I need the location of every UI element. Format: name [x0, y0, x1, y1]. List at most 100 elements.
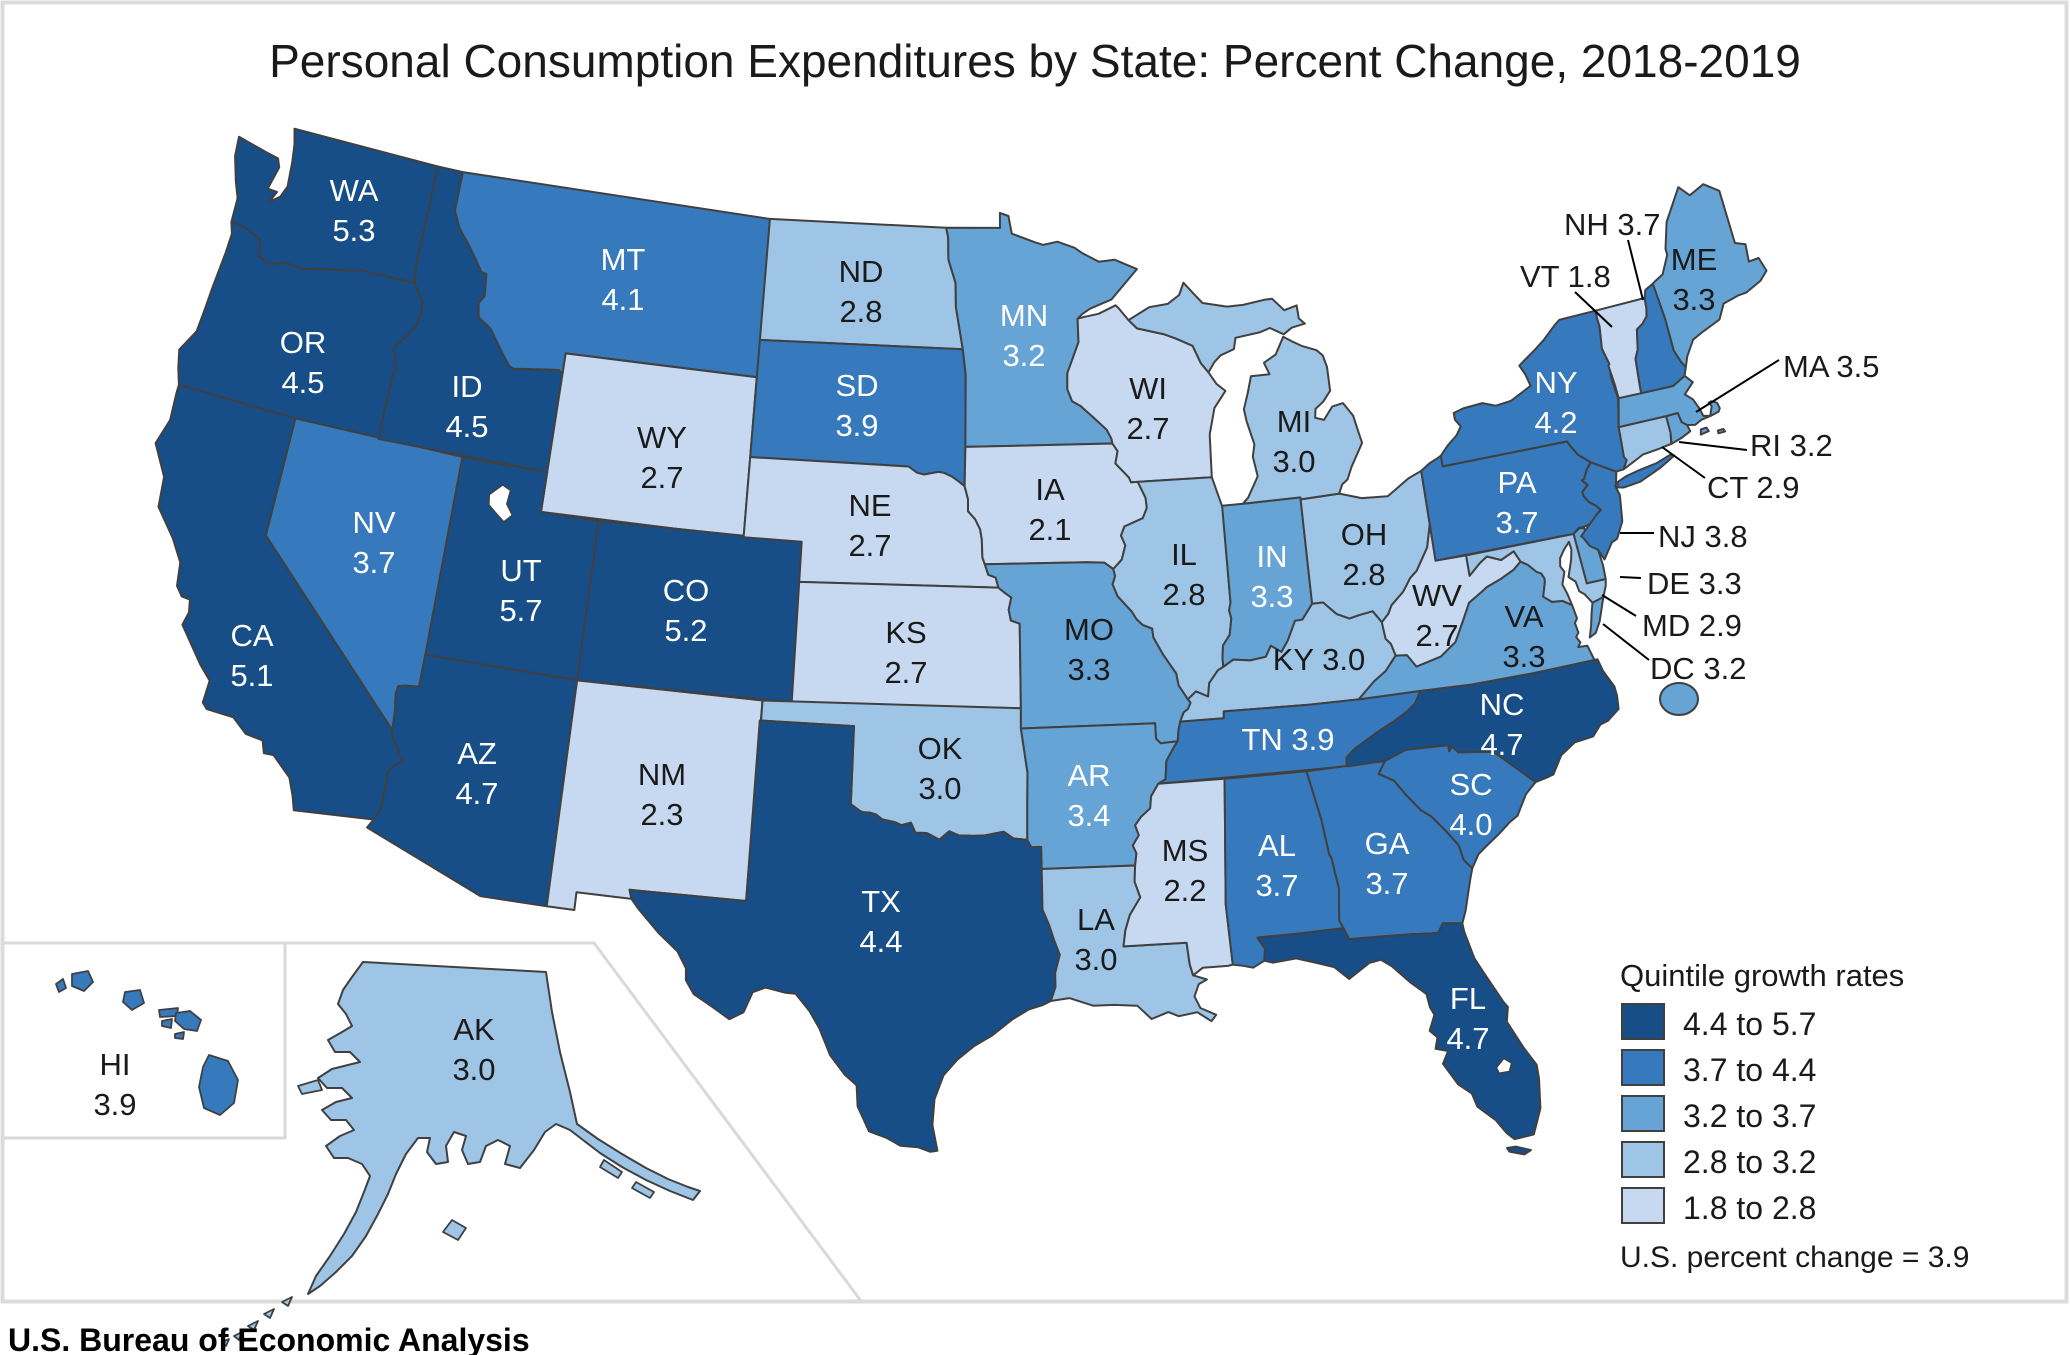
svg-text:SC: SC — [1449, 767, 1492, 802]
svg-text:2.7: 2.7 — [1126, 411, 1169, 446]
svg-text:3.7: 3.7 — [352, 545, 395, 580]
svg-text:3.7: 3.7 — [1495, 505, 1538, 540]
svg-text:4.7: 4.7 — [1480, 727, 1523, 762]
svg-text:2.7: 2.7 — [848, 528, 891, 563]
svg-text:MT: MT — [601, 242, 646, 277]
svg-text:2.8: 2.8 — [839, 294, 882, 329]
svg-text:2.8: 2.8 — [1162, 577, 1205, 612]
svg-text:3.9: 3.9 — [93, 1087, 136, 1122]
svg-text:4.0: 4.0 — [1449, 807, 1492, 842]
svg-text:5.2: 5.2 — [664, 613, 707, 648]
svg-text:MS: MS — [1162, 833, 1209, 868]
svg-text:3.3: 3.3 — [1672, 282, 1715, 317]
svg-text:NE: NE — [848, 488, 891, 523]
svg-text:DE 3.3: DE 3.3 — [1647, 566, 1742, 601]
svg-text:2.2: 2.2 — [1163, 873, 1206, 908]
svg-text:2.8 to 3.2: 2.8 to 3.2 — [1683, 1144, 1816, 1180]
svg-text:4.7: 4.7 — [455, 776, 498, 811]
svg-text:MI: MI — [1277, 404, 1311, 439]
svg-text:ID: ID — [452, 369, 483, 404]
svg-text:KS: KS — [885, 615, 926, 650]
svg-text:3.7 to 4.4: 3.7 to 4.4 — [1683, 1052, 1816, 1088]
svg-text:VT 1.8: VT 1.8 — [1520, 259, 1611, 294]
svg-text:CO: CO — [663, 573, 710, 608]
svg-text:3.0: 3.0 — [918, 771, 961, 806]
svg-text:MO: MO — [1064, 612, 1114, 647]
svg-text:3.2: 3.2 — [1002, 338, 1045, 373]
svg-text:VA: VA — [1504, 599, 1543, 634]
svg-text:OH: OH — [1341, 517, 1388, 552]
svg-text:IA: IA — [1035, 472, 1065, 507]
svg-text:WI: WI — [1129, 371, 1167, 406]
svg-text:3.7: 3.7 — [1255, 868, 1298, 903]
svg-text:AK: AK — [453, 1012, 495, 1047]
svg-text:2.1: 2.1 — [1028, 512, 1071, 547]
svg-text:3.7: 3.7 — [1365, 866, 1408, 901]
svg-text:AL: AL — [1258, 828, 1296, 863]
svg-text:TN 3.9: TN 3.9 — [1241, 722, 1334, 757]
svg-text:WY: WY — [637, 420, 687, 455]
svg-text:AR: AR — [1067, 758, 1110, 793]
svg-text:5.1: 5.1 — [230, 658, 273, 693]
svg-text:HI: HI — [100, 1047, 131, 1082]
svg-text:OK: OK — [918, 731, 963, 766]
svg-text:MN: MN — [1000, 298, 1048, 333]
svg-text:3.0: 3.0 — [1074, 942, 1117, 977]
svg-text:5.7: 5.7 — [499, 593, 542, 628]
svg-text:NV: NV — [352, 505, 395, 540]
svg-text:FL: FL — [1450, 981, 1486, 1016]
svg-text:5.3: 5.3 — [332, 213, 375, 248]
svg-text:CA: CA — [230, 618, 273, 653]
svg-text:NY: NY — [1534, 365, 1577, 400]
svg-text:3.4: 3.4 — [1067, 798, 1110, 833]
svg-text:SD: SD — [835, 368, 878, 403]
svg-text:WV: WV — [1412, 578, 1462, 613]
svg-text:AZ: AZ — [457, 736, 497, 771]
svg-text:IL: IL — [1171, 537, 1197, 572]
svg-text:4.5: 4.5 — [445, 409, 488, 444]
svg-text:PA: PA — [1497, 465, 1536, 500]
svg-text:1.8 to 2.8: 1.8 to 2.8 — [1683, 1190, 1816, 1226]
svg-text:3.3: 3.3 — [1067, 652, 1110, 687]
svg-text:3.0: 3.0 — [1272, 444, 1315, 479]
svg-text:CT 2.9: CT 2.9 — [1707, 470, 1799, 505]
svg-text:MA 3.5: MA 3.5 — [1783, 349, 1880, 384]
svg-text:IN: IN — [1257, 539, 1288, 574]
svg-text:4.5: 4.5 — [281, 365, 324, 400]
svg-text:WA: WA — [330, 173, 379, 208]
svg-text:Personal Consumption Expenditu: Personal Consumption Expenditures by Sta… — [269, 35, 1801, 87]
svg-text:3.0: 3.0 — [452, 1052, 495, 1087]
svg-text:TX: TX — [861, 884, 901, 919]
svg-text:MD 2.9: MD 2.9 — [1642, 608, 1742, 643]
svg-text:2.7: 2.7 — [1415, 618, 1458, 653]
svg-text:3.2 to 3.7: 3.2 to 3.7 — [1683, 1098, 1816, 1134]
svg-text:2.3: 2.3 — [640, 797, 683, 832]
svg-text:NH 3.7: NH 3.7 — [1564, 207, 1660, 242]
svg-text:U.S. Bureau of Economic Analys: U.S. Bureau of Economic Analysis — [8, 1322, 530, 1355]
svg-text:UT: UT — [500, 553, 541, 588]
svg-text:ND: ND — [839, 254, 884, 289]
svg-text:OR: OR — [280, 325, 327, 360]
svg-text:3.3: 3.3 — [1502, 639, 1545, 674]
svg-text:NJ 3.8: NJ 3.8 — [1658, 519, 1748, 554]
svg-text:4.1: 4.1 — [601, 282, 644, 317]
svg-text:DC 3.2: DC 3.2 — [1650, 651, 1746, 686]
svg-text:NM: NM — [638, 757, 686, 792]
svg-text:NC: NC — [1480, 687, 1525, 722]
svg-text:4.4: 4.4 — [859, 924, 902, 959]
svg-text:4.4 to 5.7: 4.4 to 5.7 — [1683, 1006, 1816, 1042]
svg-text:2.7: 2.7 — [884, 655, 927, 690]
svg-text:2.7: 2.7 — [640, 460, 683, 495]
svg-text:3.9: 3.9 — [835, 408, 878, 443]
svg-text:4.2: 4.2 — [1534, 405, 1577, 440]
svg-text:KY 3.0: KY 3.0 — [1273, 642, 1366, 677]
svg-text:U.S. percent change = 3.9: U.S. percent change = 3.9 — [1620, 1241, 1969, 1274]
svg-text:LA: LA — [1077, 902, 1115, 937]
svg-text:2.8: 2.8 — [1342, 557, 1385, 592]
svg-text:RI 3.2: RI 3.2 — [1750, 428, 1833, 463]
svg-text:4.7: 4.7 — [1446, 1021, 1489, 1056]
svg-text:GA: GA — [1365, 826, 1410, 861]
svg-text:3.3: 3.3 — [1250, 579, 1293, 614]
svg-text:Quintile growth rates: Quintile growth rates — [1620, 958, 1904, 993]
svg-text:ME: ME — [1671, 242, 1718, 277]
